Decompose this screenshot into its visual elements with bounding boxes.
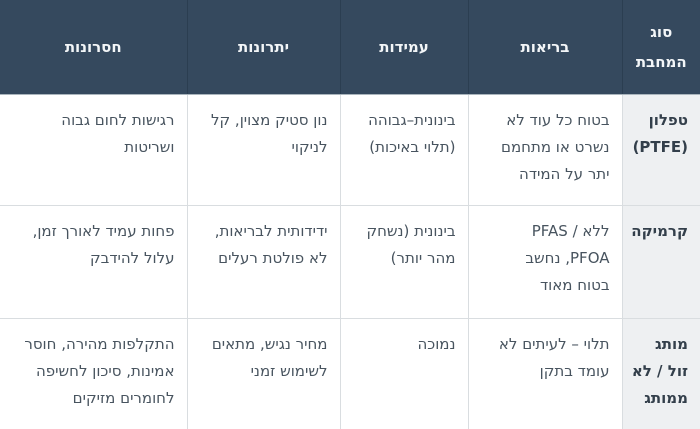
row-header-cheap-brand: מותג זול / לא ממותג: [621, 318, 700, 429]
cell-ceramic-health: ללא PFAS /‎ PFOA, נחשב בטוח מאוד: [467, 205, 622, 319]
column-header-pan-type: סוג המחבת: [621, 0, 700, 95]
table-row-teflon: טפלון (PTFE) בטוח כל עוד לא נשרט או מתחמ…: [0, 94, 700, 206]
cell-cheap-brand-cons: התקלפות מהירה, חוסר אמינות, סיכון לחשיפה…: [0, 318, 187, 429]
row-header-ceramic: קרמיקה: [621, 205, 700, 319]
cell-cheap-brand-pros: מחיר נגיש, מתאים לשימוש זמני: [186, 318, 340, 429]
cell-ceramic-cons: פחות עמיד לאורך זמן, עלול להידבק: [0, 205, 187, 319]
cell-ceramic-durability: בינונית (נשחק מהר יותר): [339, 205, 468, 319]
column-header-pros: יתרונות: [186, 0, 340, 95]
table-row-cheap-brand: מותג זול / לא ממותג תלוי – לעיתים לא עומ…: [0, 318, 700, 429]
table-row-ceramic: קרמיקה ללא PFAS /‎ PFOA, נחשב בטוח מאוד …: [0, 205, 700, 319]
row-header-teflon: טפלון (PTFE): [621, 94, 700, 206]
cell-cheap-brand-durability: נמוכה: [339, 318, 468, 429]
cell-teflon-cons: רגישות לחום גבוה ושריטות: [0, 94, 187, 206]
column-header-cons: חסרונות: [0, 0, 187, 95]
cell-cheap-brand-health: תלוי – לעיתים לא עומד בתקן: [467, 318, 622, 429]
header-row: סוג המחבת בריאות עמידות יתרונות חסרונות: [0, 0, 700, 95]
column-header-health: בריאות: [467, 0, 622, 95]
column-header-durability: עמידות: [339, 0, 468, 95]
cell-teflon-pros: נון סטיק מצוין, קל לניקוי: [186, 94, 340, 206]
cell-teflon-health: בטוח כל עוד לא נשרט או מתחמם יתר על המיד…: [467, 94, 622, 206]
cell-ceramic-pros: ידידותית לבריאות, לא פולטת רעלים: [186, 205, 340, 319]
cell-teflon-durability: בינונית–גבוהה (תלוי באיכות): [339, 94, 468, 206]
